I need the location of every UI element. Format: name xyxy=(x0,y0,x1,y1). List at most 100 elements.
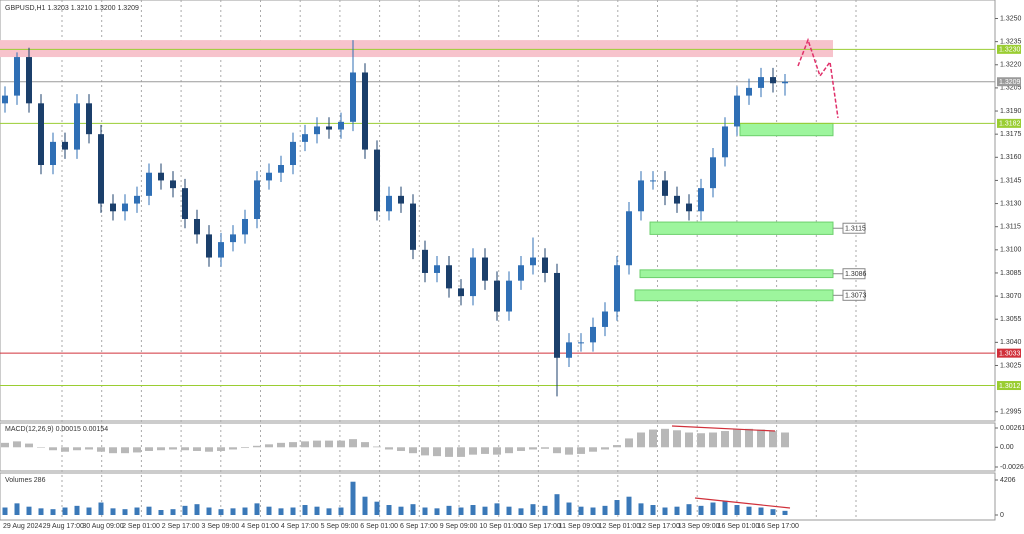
macd-bar xyxy=(337,440,345,448)
macd-bar xyxy=(673,430,681,448)
volume-bar xyxy=(146,506,152,515)
volume-bar xyxy=(326,508,332,515)
macd-bar xyxy=(157,447,165,451)
macd-divergence xyxy=(671,425,776,432)
candle-body xyxy=(254,180,260,219)
x-tick-label: 29 Aug 2024 xyxy=(3,523,42,530)
candle-body xyxy=(494,280,500,312)
y-tick-label: 1.3100 xyxy=(1000,247,1022,254)
volume-bar xyxy=(38,508,44,515)
volume-bar xyxy=(446,505,452,515)
volume-bar xyxy=(746,506,752,515)
volume-bar xyxy=(506,506,512,515)
candle-body xyxy=(206,234,212,258)
macd-bar xyxy=(601,447,609,450)
candle-body xyxy=(758,77,764,88)
candle-body xyxy=(110,203,116,212)
candle-body xyxy=(506,280,512,312)
y-tick-label: 1.3235 xyxy=(1000,38,1022,45)
volume-bar xyxy=(314,506,320,515)
candle-body xyxy=(458,288,464,297)
y-tick-label: 1.3190 xyxy=(1000,108,1022,115)
x-tick-label: 9 Sep 09:00 xyxy=(440,523,478,530)
candle-body xyxy=(62,141,68,150)
volume-bar xyxy=(14,503,20,515)
volume-bar xyxy=(218,509,224,515)
volume-bar xyxy=(578,506,584,515)
candle-body xyxy=(386,195,392,212)
macd-bar xyxy=(421,447,429,456)
candle-body xyxy=(158,172,164,181)
macd-bar xyxy=(553,447,561,454)
macd-bar xyxy=(637,432,645,448)
candle-body xyxy=(422,249,428,273)
macd-bar xyxy=(577,447,585,454)
macd-bar xyxy=(493,447,501,455)
volume-bar xyxy=(338,507,344,515)
y-tick-label: 1.3145 xyxy=(1000,177,1022,184)
macd-bar xyxy=(385,447,393,450)
volume-bar xyxy=(674,506,680,515)
volume-bar xyxy=(470,505,476,515)
candle-body xyxy=(38,103,44,166)
candle-body xyxy=(746,87,752,96)
volume-bar xyxy=(230,508,236,515)
macd-bar xyxy=(1,442,9,448)
candle-body xyxy=(782,81,788,84)
volume-bar xyxy=(158,510,164,515)
y-tick-label: 1.3085 xyxy=(1000,270,1022,277)
volume-bar xyxy=(290,507,296,515)
volume-bar xyxy=(62,507,68,515)
candle-body xyxy=(50,141,56,166)
candle-body xyxy=(170,180,176,189)
volume-bar xyxy=(170,509,176,515)
macd-bar xyxy=(313,440,321,448)
macd-bar xyxy=(301,441,309,448)
candle-body xyxy=(770,77,776,84)
volume-bar xyxy=(590,507,596,515)
volume-tick-label: 4206 xyxy=(1000,477,1016,484)
volume-divergence xyxy=(694,497,791,509)
candle-body xyxy=(2,95,8,104)
macd-bar xyxy=(745,428,753,448)
candle-body xyxy=(374,149,380,212)
volume-bar xyxy=(542,505,548,515)
macd-bar xyxy=(397,447,405,451)
volume-tick-label: 0 xyxy=(1000,512,1004,519)
macd-bar xyxy=(625,438,633,448)
candle-body xyxy=(566,342,572,358)
x-tick-label: 4 Sep 01:00 xyxy=(241,523,279,530)
macd-bar xyxy=(445,447,453,457)
x-tick-label: 6 Sep 17:00 xyxy=(400,523,438,530)
candle-body xyxy=(290,141,296,166)
zone-label: 1.3086 xyxy=(845,271,867,278)
volume-bar xyxy=(194,504,200,515)
support-zone xyxy=(634,289,834,302)
support-zone xyxy=(649,221,834,235)
macd-bar xyxy=(73,447,81,451)
candle-body xyxy=(578,342,584,344)
volume-bar xyxy=(758,507,764,515)
macd-bar xyxy=(409,447,417,454)
macd-tick-label: 0.00 xyxy=(1000,444,1014,451)
y-tick-label: 1.3070 xyxy=(1000,293,1022,300)
level-tag xyxy=(997,77,1021,87)
candle-body xyxy=(362,72,368,150)
candle-body xyxy=(686,203,692,212)
chart-title: GBPUSD,H1 1.3203 1.3210 1.3200 1.3209 xyxy=(5,5,139,12)
candle-body xyxy=(338,121,344,130)
candle-body xyxy=(74,103,80,150)
candle-body xyxy=(554,272,560,358)
candle-body xyxy=(302,134,308,142)
macd-bar xyxy=(613,445,621,448)
support-zone xyxy=(739,122,834,137)
candle-body xyxy=(638,180,644,212)
candle-body xyxy=(134,195,140,204)
macd-bar xyxy=(685,432,693,448)
x-tick-label: 12 Sep 01:00 xyxy=(599,523,641,530)
y-tick-label: 1.3130 xyxy=(1000,200,1022,207)
candle-body xyxy=(410,203,416,250)
zone-label: 1.3073 xyxy=(845,293,867,300)
candle-body xyxy=(14,57,20,96)
